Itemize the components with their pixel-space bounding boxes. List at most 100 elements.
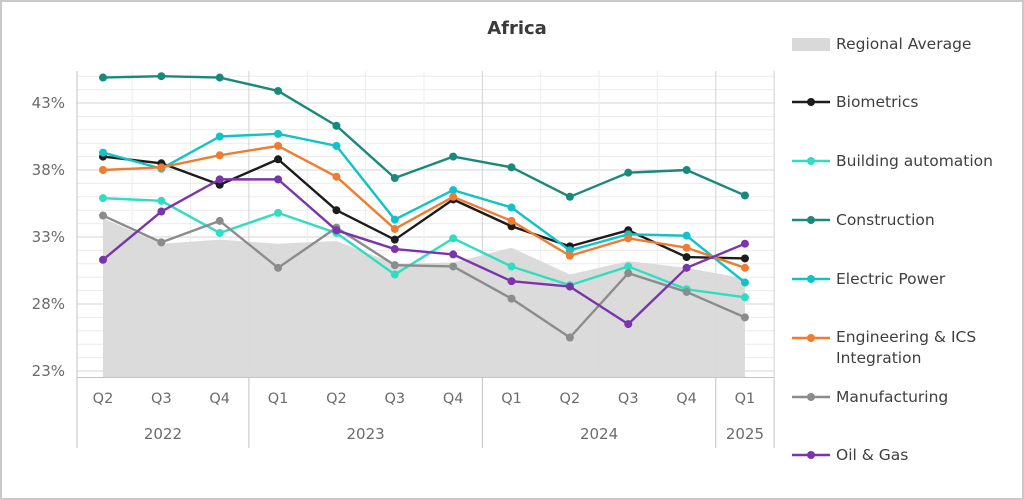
data-point	[624, 320, 633, 329]
x-tick-label: Q3	[384, 391, 405, 407]
data-point	[99, 148, 107, 157]
x-tick-label: Q2	[326, 391, 347, 407]
data-point	[390, 235, 399, 244]
data-point	[215, 132, 224, 141]
data-point	[99, 255, 107, 264]
data-point	[215, 73, 224, 82]
data-point	[332, 206, 341, 215]
data-point	[740, 278, 749, 287]
data-point	[682, 243, 691, 252]
legend-area-swatch	[792, 37, 830, 51]
data-point	[99, 166, 107, 174]
data-point	[99, 211, 107, 220]
data-point	[274, 175, 283, 184]
data-point	[332, 141, 341, 150]
x-tick-label: Q4	[676, 391, 697, 407]
data-point	[274, 263, 283, 272]
legend-label: Construction	[836, 210, 935, 229]
y-tick-label: 23%	[32, 362, 65, 380]
data-point	[390, 270, 399, 279]
legend-item-biometrics: Biometrics	[792, 91, 918, 113]
data-point	[157, 196, 166, 205]
data-point	[740, 191, 749, 200]
series-line	[101, 196, 747, 299]
data-point	[507, 277, 516, 286]
year-label: 2024	[580, 425, 618, 443]
data-point	[507, 294, 516, 303]
data-point	[624, 234, 633, 243]
legend-line-swatch	[792, 273, 830, 285]
data-point	[99, 194, 107, 203]
y-tick-label: 28%	[32, 295, 65, 313]
data-point	[449, 186, 458, 195]
data-point	[274, 141, 283, 150]
data-point	[682, 263, 691, 272]
legend-line-swatch	[792, 155, 830, 167]
data-point	[507, 216, 516, 225]
data-point	[390, 215, 399, 224]
legend-label: Regional Average	[836, 34, 972, 53]
x-tick-label: Q1	[501, 391, 522, 407]
data-point	[332, 226, 341, 235]
x-tick-label: Q4	[209, 391, 230, 407]
data-point	[682, 287, 691, 296]
data-point	[449, 234, 458, 243]
x-tick-label: Q3	[618, 391, 639, 407]
data-point	[274, 208, 283, 217]
y-tick-label: 43%	[32, 94, 65, 112]
data-point	[507, 203, 516, 212]
series-line	[101, 74, 747, 199]
data-point	[624, 168, 633, 177]
legend-item-regional-average: Regional Average	[792, 33, 971, 55]
data-point	[157, 238, 166, 247]
series-line	[101, 132, 747, 284]
series-line	[101, 214, 747, 339]
legend-item-oil-gas: Oil & Gas	[792, 444, 908, 466]
x-tick-label: Q3	[151, 391, 172, 407]
data-point	[740, 239, 749, 248]
data-point	[274, 129, 283, 138]
data-point	[682, 231, 691, 240]
legend-label: Oil & Gas	[836, 445, 909, 464]
legend-item-engineering-ics-integration: Engineering & ICS Integration	[792, 327, 976, 369]
data-point	[740, 293, 749, 302]
chart-title: Africa	[487, 18, 547, 39]
data-point	[624, 262, 633, 271]
legend-item-construction: Construction	[792, 209, 935, 231]
data-point	[215, 175, 224, 184]
data-point	[332, 121, 341, 130]
legend-label: Building automation	[836, 151, 993, 170]
legend-line-swatch	[792, 96, 830, 108]
series-line	[101, 178, 747, 326]
x-tick-label: Q4	[443, 391, 464, 407]
y-tick-label: 38%	[32, 161, 65, 179]
x-tick-label: Q1	[735, 391, 756, 407]
legend-label: Biometrics	[836, 92, 919, 111]
year-label: 2023	[347, 425, 385, 443]
data-point	[565, 333, 574, 342]
data-point	[215, 228, 224, 237]
data-point	[740, 254, 749, 263]
data-point	[740, 263, 749, 272]
data-point	[682, 253, 691, 262]
data-point	[215, 216, 224, 225]
data-point	[682, 166, 691, 174]
data-point	[507, 262, 516, 271]
data-point	[157, 163, 166, 172]
data-point	[449, 152, 458, 161]
legend-label: Engineering & ICS Integration	[836, 328, 977, 367]
legend-line-swatch	[792, 214, 830, 226]
y-tick-label: 33%	[32, 228, 65, 246]
data-point	[390, 174, 399, 183]
legend: Regional Average Biometrics Building autom…	[790, 2, 1022, 498]
regional-average-area	[103, 218, 745, 378]
data-point	[390, 261, 399, 270]
legend-line-swatch	[792, 449, 830, 461]
legend-item-building-automation: Building automation	[792, 150, 993, 172]
x-tick-label: Q2	[560, 391, 581, 407]
series-line	[101, 144, 747, 270]
data-point	[332, 172, 341, 181]
data-point	[449, 250, 458, 259]
data-point	[624, 269, 633, 278]
